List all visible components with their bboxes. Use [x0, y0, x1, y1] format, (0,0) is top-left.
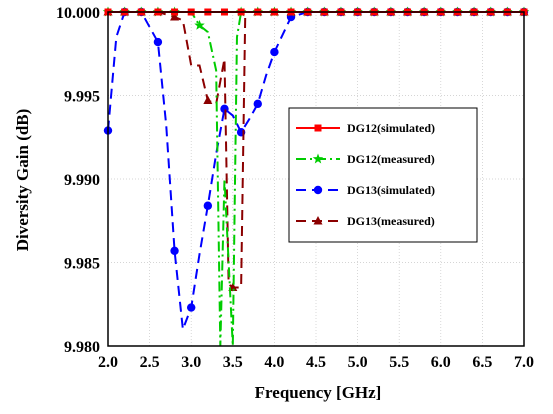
data-point [170, 246, 179, 256]
x-tick-label: 5.0 [348, 354, 368, 371]
y-tick-label: 10.000 [56, 5, 100, 22]
legend-entry: DG13(measured) [296, 214, 435, 228]
x-tick-label: 2.0 [98, 354, 118, 371]
y-tick-label: 9.980 [64, 339, 100, 356]
x-tick-label: 4.0 [264, 354, 284, 371]
legend-label: DG12(simulated) [347, 121, 435, 135]
legend-marker [313, 216, 323, 225]
x-tick-label: 5.5 [389, 354, 409, 371]
x-tick-label: 6.5 [472, 354, 492, 371]
plot-frame [107, 11, 525, 347]
x-tick-label: 7.0 [514, 354, 534, 371]
x-axis-label: Frequency [GHz] [255, 383, 382, 402]
y-axis-label: Diversity Gain (dB) [13, 109, 32, 252]
data-point [187, 303, 196, 312]
data-point [270, 47, 279, 57]
legend-entry: DG12(simulated) [296, 121, 435, 135]
x-tick-label: 4.5 [306, 354, 326, 371]
x-tick-label: 6.0 [431, 354, 451, 371]
y-axis-ticks: 9.980 9.985 9.990 9.995 10.000 [56, 5, 100, 356]
legend-entry: DG12(measured) [296, 152, 435, 166]
x-tick-label: 3.5 [223, 354, 243, 371]
y-tick-label: 9.990 [64, 172, 100, 189]
legend: DG12(simulated) DG12(measured) DG13(simula… [288, 107, 478, 243]
data-point [253, 99, 262, 109]
y-tick-label: 9.995 [64, 89, 100, 106]
data-point [170, 12, 180, 21]
x-tick-label: 2.5 [140, 354, 160, 371]
legend-label: DG13(simulated) [347, 183, 435, 197]
data-point [153, 37, 163, 47]
data-point [194, 19, 205, 30]
legend-label: DG12(measured) [347, 152, 435, 166]
legend-marker [313, 185, 323, 195]
legend-label: DG13(measured) [347, 214, 435, 228]
y-tick-label: 9.985 [64, 256, 100, 273]
legend-entry: DG13(simulated) [296, 183, 435, 197]
x-tick-label: 3.0 [181, 354, 201, 371]
x-axis-ticks: 2.0 2.5 3.0 3.5 4.0 4.5 5.0 5.5 6.0 6.5 7.0 [98, 354, 534, 371]
legend-marker [314, 124, 322, 132]
legend-marker [312, 153, 324, 164]
data-point [203, 95, 213, 105]
data-point [220, 104, 229, 114]
data-point [203, 201, 213, 210]
